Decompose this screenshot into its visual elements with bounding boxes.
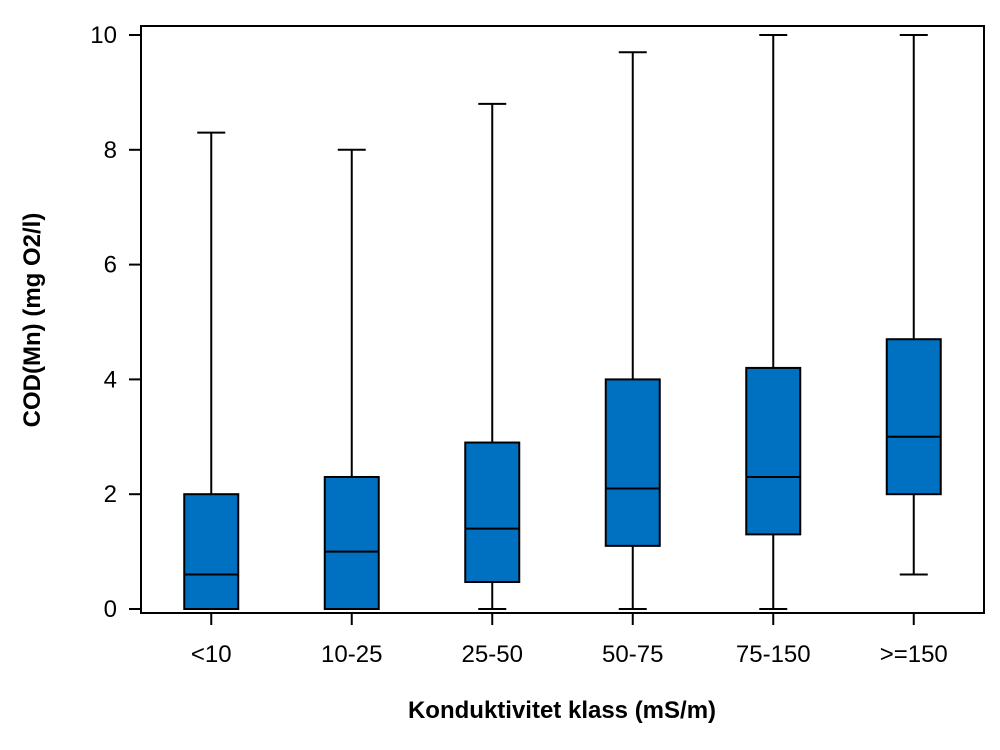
box-iqr: [323, 475, 380, 611]
y-tick-label: 6: [104, 252, 117, 279]
y-tick-label: 4: [104, 366, 117, 393]
box-iqr: [183, 493, 240, 611]
box-iqr: [604, 378, 661, 547]
box-3: [464, 102, 521, 610]
x-tick-label: >=150: [880, 641, 948, 668]
x-tick-label: 75-150: [736, 641, 811, 668]
x-tick-label: 50-75: [602, 641, 663, 668]
box-2: [323, 148, 380, 611]
y-tick-label: 8: [104, 137, 117, 164]
box-iqr: [745, 366, 802, 536]
y-tick-label: 2: [104, 481, 117, 508]
plot-frame: [140, 25, 985, 614]
y-axis: 0 2 4 6 8 10: [90, 22, 141, 623]
box-4: [604, 51, 661, 610]
box-1: [183, 131, 240, 611]
x-tick-label: 25-50: [462, 641, 523, 668]
x-tick-label: 10-25: [321, 641, 382, 668]
x-tick-label: <10: [191, 641, 232, 668]
y-tick-label: 10: [90, 22, 117, 49]
box-iqr: [464, 441, 521, 584]
y-tick-label: 0: [104, 596, 117, 623]
box-5: [745, 34, 802, 610]
x-axis-title: Konduktivitet klass (mS/m): [408, 697, 716, 724]
box-iqr: [885, 338, 942, 496]
box-6: [885, 34, 942, 576]
plot-area: [140, 25, 985, 614]
x-axis: <10 10-25 25-50 50-75 75-150 >=150: [191, 613, 948, 668]
y-axis-title: COD(Mn) (mg O2/l): [19, 213, 46, 428]
